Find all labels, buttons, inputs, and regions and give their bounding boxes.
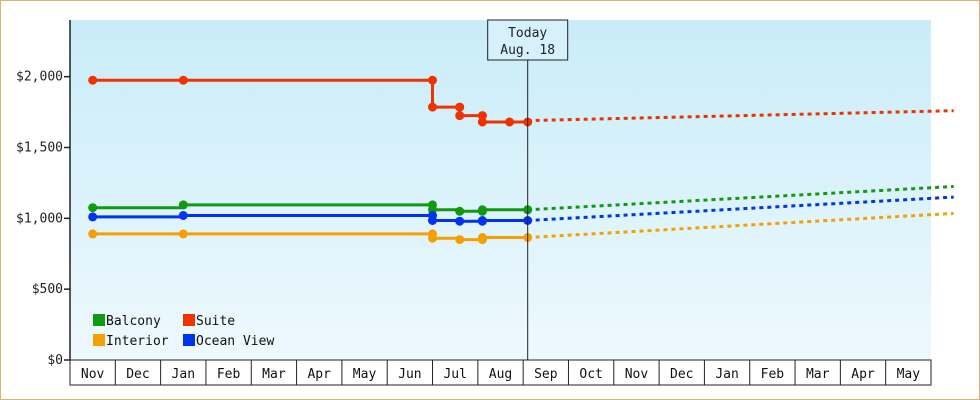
data-point xyxy=(455,206,465,216)
x-tick-label: Nov xyxy=(625,367,649,382)
x-tick-label: Dec xyxy=(126,367,149,382)
x-tick-label: Dec xyxy=(670,367,693,382)
x-tick-label: Sep xyxy=(534,367,558,382)
data-point xyxy=(477,216,487,225)
plot-background xyxy=(70,20,931,360)
data-point xyxy=(505,117,515,127)
legend-item: Interior xyxy=(93,334,169,349)
y-tick-label: $1,500 xyxy=(16,141,63,156)
x-tick-label: Jun xyxy=(398,367,421,382)
data-point xyxy=(88,75,98,85)
legend-swatch xyxy=(93,334,105,346)
x-tick-label: Jul xyxy=(443,367,466,382)
today-date: Aug. 18 xyxy=(500,43,555,58)
series-balcony xyxy=(88,185,954,216)
series-forecast-line xyxy=(527,195,954,222)
data-point xyxy=(477,111,487,121)
month-strip xyxy=(69,359,932,386)
x-tick-label: Mar xyxy=(806,367,830,382)
data-point xyxy=(178,229,188,239)
data-point xyxy=(178,200,188,210)
legend-label: Balcony xyxy=(106,314,161,329)
legend-item: Balcony xyxy=(93,314,161,329)
series-interior xyxy=(88,211,954,245)
x-tick-label: Aug xyxy=(489,367,512,382)
legend-label: Ocean View xyxy=(196,334,274,349)
y-tick-label: $0 xyxy=(47,353,63,368)
series-ocean-view xyxy=(88,195,954,226)
x-tick-label: Mar xyxy=(262,367,286,382)
today-label: Today xyxy=(508,26,547,41)
data-point xyxy=(178,211,188,220)
legend-label: Interior xyxy=(106,334,169,349)
data-point xyxy=(477,205,487,215)
y-tick-label: $500 xyxy=(32,282,63,297)
data-point xyxy=(455,111,465,121)
x-tick-label: Jan xyxy=(715,367,738,382)
data-point xyxy=(428,75,437,85)
y-tick-label: $2,000 xyxy=(16,70,63,85)
x-tick-label: Nov xyxy=(81,367,105,382)
series-forecast-line xyxy=(527,211,954,239)
legend-item: Ocean View xyxy=(183,334,274,349)
today-box xyxy=(487,19,569,61)
x-tick-label: Apr xyxy=(851,367,875,382)
legend-swatch xyxy=(183,334,195,346)
data-point xyxy=(455,102,465,112)
data-point xyxy=(88,229,98,239)
data-point xyxy=(428,233,437,243)
series-forecast-line xyxy=(527,185,954,212)
data-point xyxy=(428,102,437,112)
data-point xyxy=(455,235,465,245)
legend-item: Suite xyxy=(183,314,235,329)
y-tick-label: $1,000 xyxy=(16,211,63,226)
series-forecast-line xyxy=(527,109,954,123)
x-tick-label: May xyxy=(897,367,921,382)
x-tick-label: Apr xyxy=(307,367,331,382)
legend-label: Suite xyxy=(196,314,235,329)
x-tick-label: Feb xyxy=(217,367,241,382)
data-point xyxy=(428,216,437,225)
data-point xyxy=(477,233,487,242)
data-point xyxy=(455,216,465,226)
data-point xyxy=(178,75,188,85)
x-tick-label: May xyxy=(353,367,377,382)
legend-swatch xyxy=(183,314,195,326)
data-point xyxy=(88,203,98,213)
x-tick-label: Oct xyxy=(579,367,602,382)
x-tick-label: Jan xyxy=(172,367,195,382)
data-point xyxy=(88,212,98,222)
x-tick-label: Feb xyxy=(761,367,785,382)
data-point xyxy=(477,117,487,127)
legend-swatch xyxy=(93,314,105,326)
series-suite xyxy=(88,75,954,127)
